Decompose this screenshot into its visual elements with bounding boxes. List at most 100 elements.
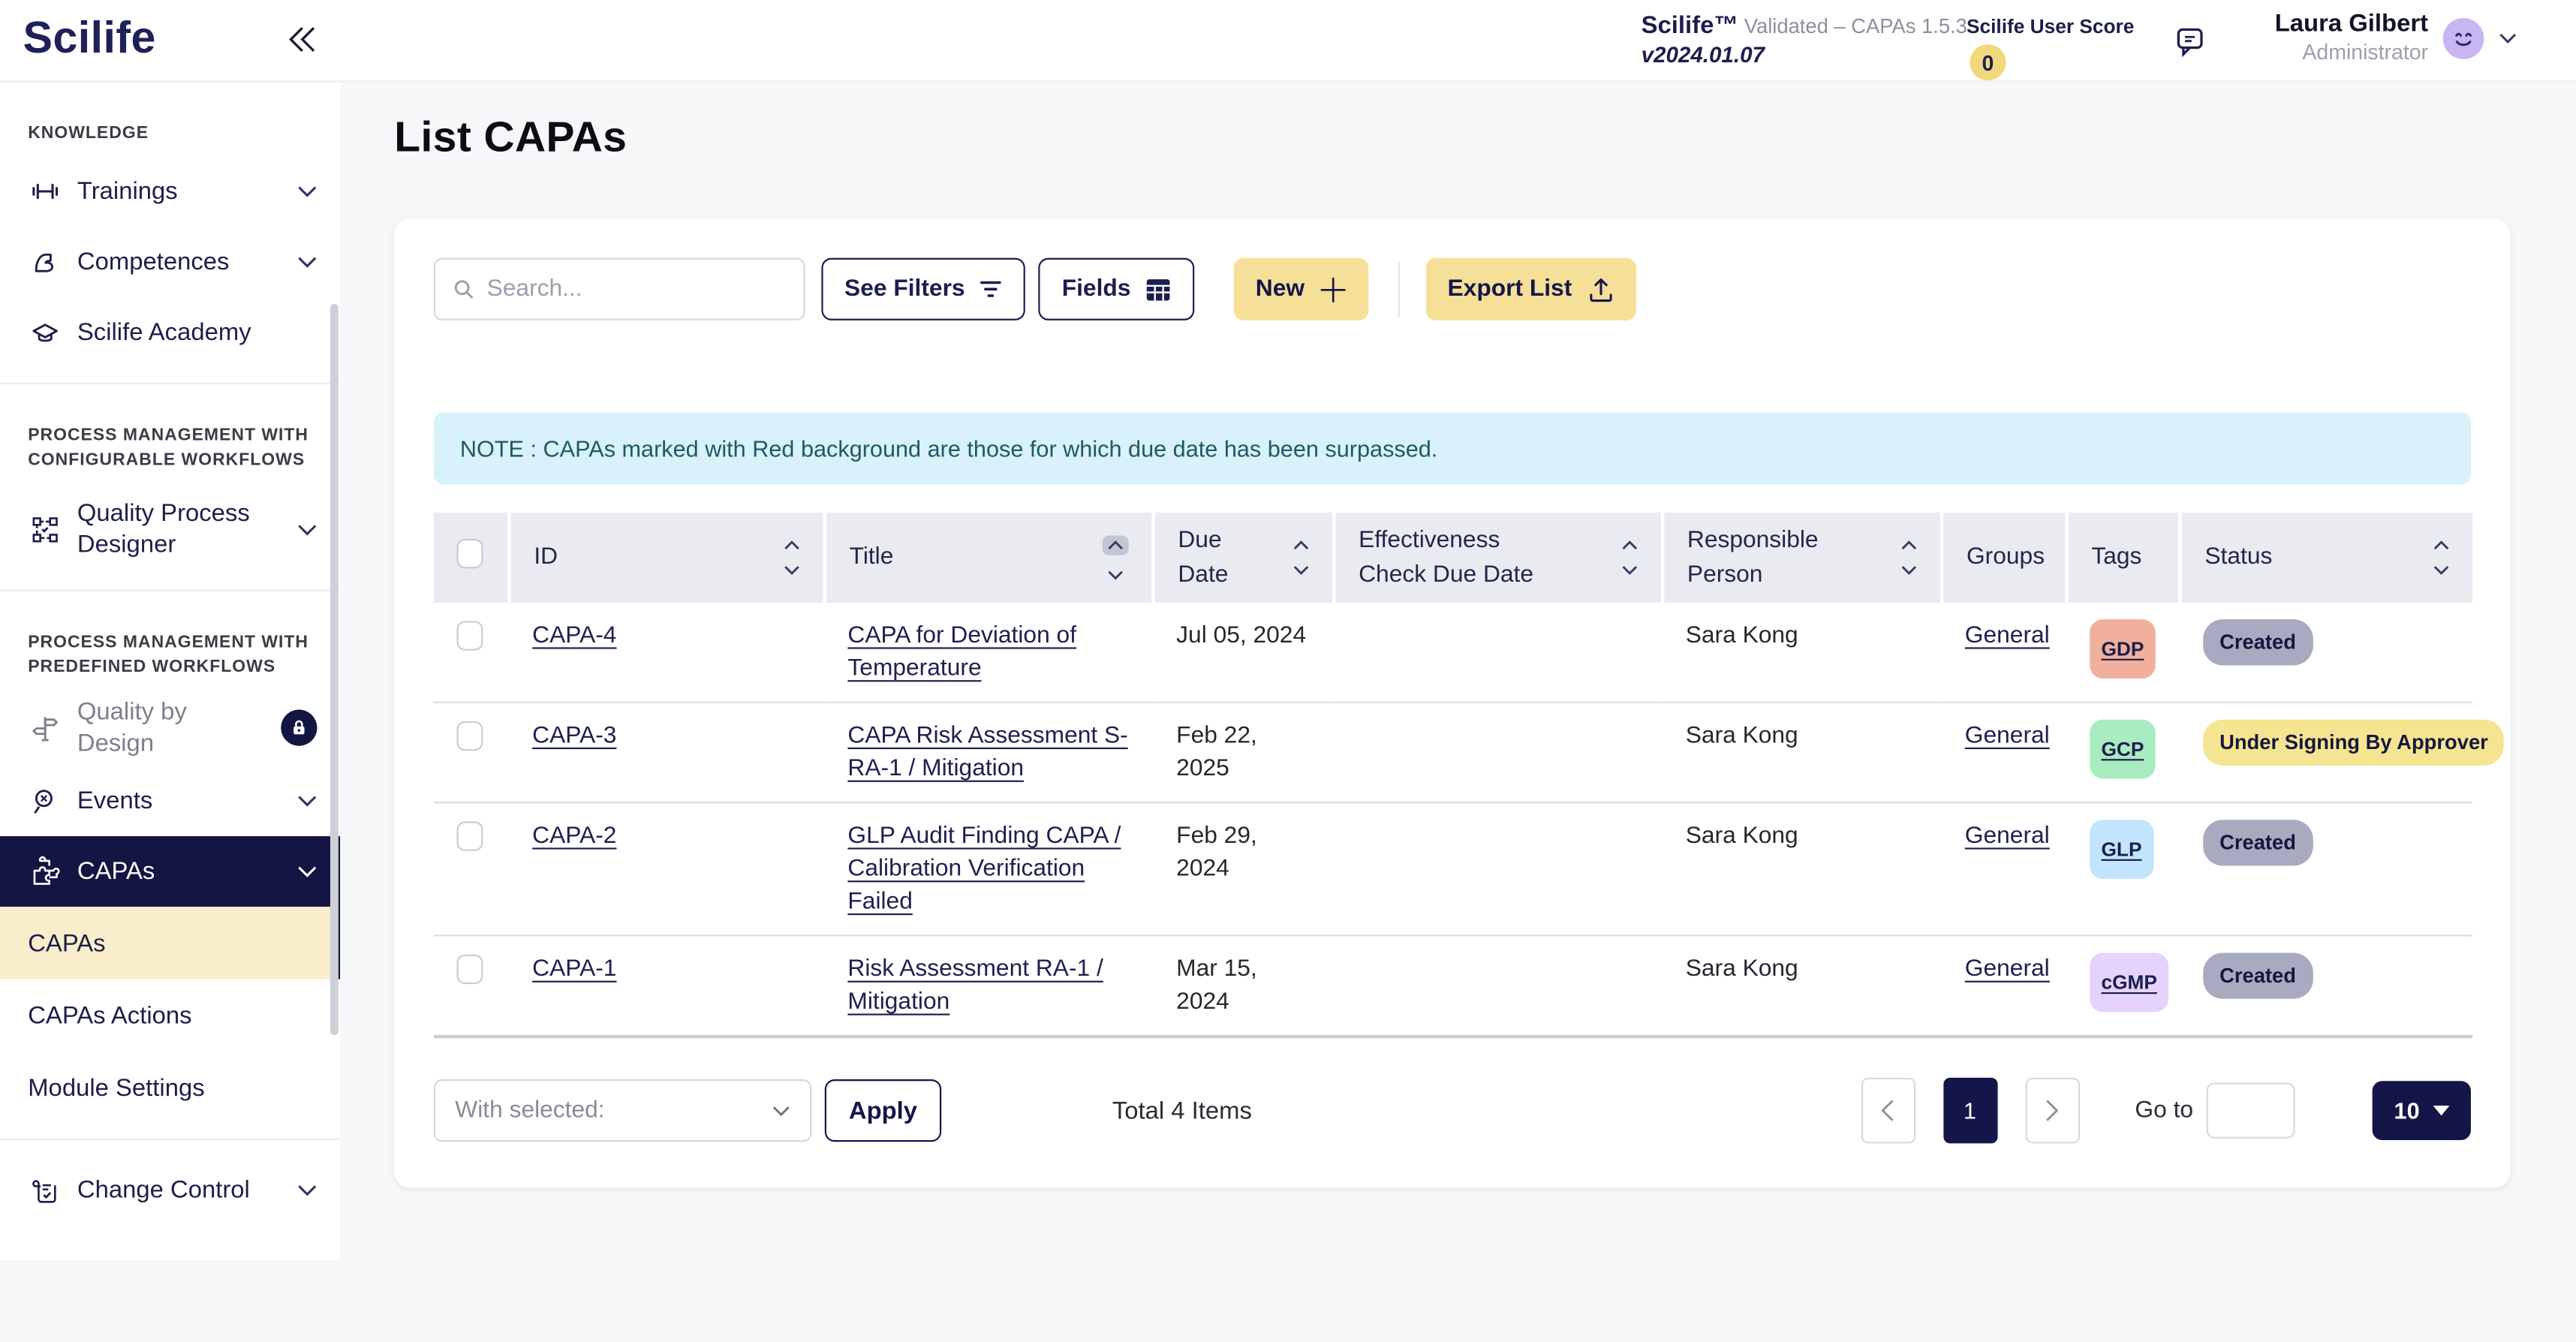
capa-id-link[interactable]: CAPA-4 — [532, 622, 617, 649]
goto-label: Go to — [2135, 1097, 2194, 1124]
with-selected-select[interactable]: With selected: — [433, 1079, 812, 1142]
chevron-down-icon — [298, 524, 317, 535]
sidebar-section-predefined: PROCESS MANAGEMENT WITH PREDEFINED WORKF… — [28, 632, 309, 677]
sort-asc-icon[interactable] — [784, 540, 800, 550]
sidebar-item-capas[interactable]: CAPAs — [0, 836, 341, 907]
capa-title-link[interactable]: CAPA Risk Assessment S-RA-1 / Mitigation — [847, 723, 1128, 782]
tag-pill[interactable]: GCP — [2090, 719, 2156, 779]
capa-title-link[interactable]: Risk Assessment RA-1 / Mitigation — [847, 955, 1103, 1016]
due-date: Feb 29, 2024 — [1176, 823, 1257, 883]
row-checkbox[interactable] — [456, 721, 483, 751]
sort-asc-active[interactable] — [1102, 535, 1129, 555]
group-link[interactable]: General — [1964, 622, 2050, 649]
sidebar-item-scilife-academy[interactable]: Scilife Academy — [0, 297, 340, 368]
signpost-icon — [28, 712, 61, 744]
status-badge: Under Signing By Approver — [2203, 719, 2505, 766]
next-page-button[interactable] — [2024, 1077, 2079, 1144]
row-checkbox[interactable] — [456, 821, 483, 851]
search-icon — [454, 280, 474, 299]
page-size-select[interactable]: 10 — [2372, 1081, 2471, 1141]
sidebar-item-trainings[interactable]: Trainings — [0, 156, 340, 227]
table-footer: With selected: Apply Total 4 Items 1 Go … — [433, 1077, 2471, 1144]
sidebar-subitem-capas-actions[interactable]: CAPAs Actions — [0, 979, 340, 1052]
select-all-checkbox[interactable] — [456, 537, 483, 568]
row-checkbox[interactable] — [456, 621, 483, 651]
sort-desc-icon[interactable] — [1293, 565, 1310, 575]
sort-asc-icon[interactable] — [2433, 540, 2450, 550]
table-row: CAPA-1 Risk Assessment RA-1 / Mitigation… — [433, 934, 2473, 1039]
fields-button[interactable]: Fields — [1039, 257, 1195, 320]
user-text: Laura Gilbert Administrator — [2275, 10, 2428, 65]
sort-desc-icon[interactable] — [784, 565, 800, 575]
product-name: Scilife™ — [1641, 11, 1739, 40]
new-button[interactable]: New — [1234, 257, 1369, 320]
sort-desc-icon[interactable] — [1900, 565, 1917, 575]
brand-logo[interactable]: Scilife — [23, 13, 156, 63]
export-list-button[interactable]: Export List — [1426, 257, 1636, 320]
feedback-chat-icon[interactable] — [2168, 26, 2206, 61]
with-selected-label: With selected: — [455, 1097, 605, 1124]
sidebar-divider — [0, 589, 341, 591]
version-label: v2024.01.07 — [1641, 42, 1765, 68]
topbar: Scilife Scilife™ Validated – CAPAs 1.5.3… — [0, 0, 2576, 83]
sidebar-item-change-control[interactable]: Change Control — [0, 1155, 340, 1226]
group-link[interactable]: General — [1964, 723, 2050, 750]
tag-pill[interactable]: cGMP — [2090, 952, 2169, 1013]
sidebar-subitem-module-settings[interactable]: Module Settings — [0, 1052, 340, 1124]
user-name: Laura Gilbert — [2274, 10, 2429, 38]
validated-label: Validated – CAPAs 1.5.3 — [1744, 14, 1967, 38]
app-version-block: Scilife™ Validated – CAPAs 1.5.3 v2024.0… — [1642, 11, 1967, 69]
filter-icon — [980, 281, 1002, 297]
sort-asc-icon[interactable] — [1293, 540, 1310, 550]
capa-id-link[interactable]: CAPA-2 — [532, 823, 617, 850]
chevron-down-icon — [772, 1106, 790, 1116]
sidebar-item-quality-by-design[interactable]: Quality by Design — [0, 690, 340, 766]
tag-pill[interactable]: GDP — [2090, 619, 2156, 679]
goto-page-input[interactable] — [2206, 1082, 2295, 1139]
sort-desc-icon[interactable] — [1621, 565, 1638, 575]
sort-desc-icon[interactable] — [1107, 570, 1124, 580]
column-header-due-date: Due Date — [1178, 526, 1229, 588]
chevron-down-icon — [298, 1185, 317, 1196]
column-header-title: Title — [849, 543, 894, 570]
sidebar-scrollbar[interactable] — [330, 303, 339, 1035]
capa-title-link[interactable]: GLP Audit Finding CAPA / Calibration Ver… — [847, 823, 1121, 916]
sidebar-item-label: Quality Process Designer — [77, 499, 250, 559]
capa-title-link[interactable]: CAPA for Deviation of Temperature — [847, 622, 1077, 682]
sort-asc-icon[interactable] — [1621, 540, 1638, 550]
sort-desc-icon[interactable] — [2433, 565, 2450, 575]
page-title: List CAPAs — [394, 111, 627, 161]
table-header-row: ID Title — [433, 512, 2473, 603]
current-page-button[interactable]: 1 — [1943, 1077, 1997, 1144]
pagination: 1 — [1860, 1077, 2079, 1144]
note-banner: NOTE : CAPAs marked with Red background … — [433, 412, 2471, 485]
sidebar-item-label: Trainings — [77, 177, 178, 206]
user-menu[interactable]: Laura Gilbert Administrator — [2275, 10, 2517, 65]
sidebar-item-quality-process-designer[interactable]: Quality Process Designer — [0, 483, 340, 576]
sidebar-section-configurable: PROCESS MANAGEMENT WITH CONFIGURABLE WOR… — [28, 425, 309, 470]
chevron-down-icon — [298, 257, 317, 268]
sidebar-collapse-icon[interactable] — [282, 17, 328, 62]
capa-id-link[interactable]: CAPA-3 — [532, 723, 617, 750]
sidebar-divider — [0, 382, 341, 385]
page-size-value: 10 — [2394, 1097, 2420, 1124]
row-checkbox[interactable] — [456, 954, 483, 985]
group-link[interactable]: General — [1964, 955, 2050, 982]
sidebar-item-label: Events — [77, 787, 153, 815]
search-input[interactable] — [486, 275, 787, 302]
user-score-block: Scilife User Score 0 — [1967, 15, 2134, 81]
capa-id-link[interactable]: CAPA-1 — [532, 955, 617, 982]
status-badge: Created — [2203, 820, 2313, 866]
tag-pill[interactable]: GLP — [2090, 820, 2153, 880]
sort-asc-icon — [1108, 540, 1123, 550]
apply-button[interactable]: Apply — [824, 1079, 942, 1142]
group-link[interactable]: General — [1964, 823, 2050, 850]
sidebar-section-knowledge: KNOWLEDGE — [28, 123, 149, 143]
sidebar-subitem-capas[interactable]: CAPAs — [0, 907, 341, 979]
sort-asc-icon[interactable] — [1900, 540, 1917, 550]
see-filters-button[interactable]: See Filters — [821, 257, 1026, 320]
previous-page-button[interactable] — [1860, 1077, 1915, 1144]
sidebar-item-events[interactable]: Events — [0, 766, 340, 836]
note-text: NOTE : CAPAs marked with Red background … — [459, 435, 1438, 462]
sidebar-item-competences[interactable]: Competences — [0, 227, 340, 297]
